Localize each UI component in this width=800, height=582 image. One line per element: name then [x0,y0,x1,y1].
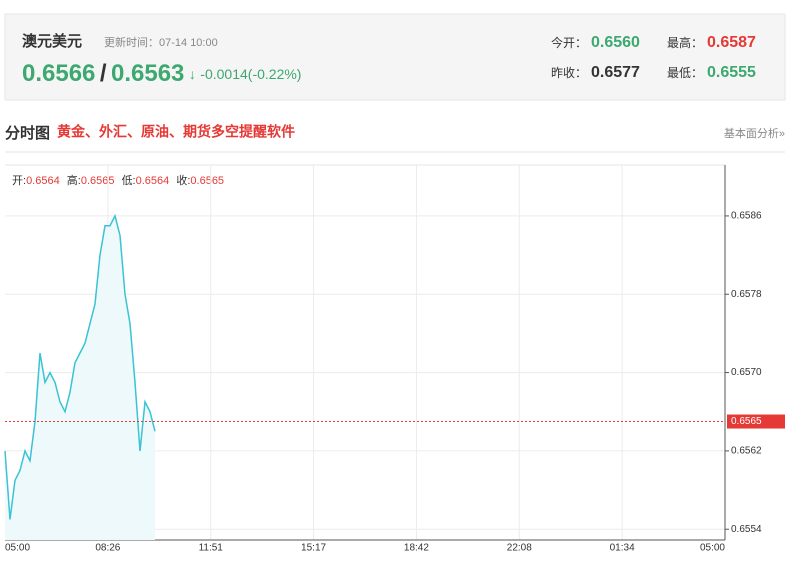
pair-title: 澳元美元 [22,32,82,50]
separator: / [100,60,107,87]
x-tick-label: 05:00 [5,543,30,554]
ohlc-strip: 开:0.6564 高:0.6565 低:0.6564 收:0.6565 [12,173,224,187]
x-tick-label: 08:26 [95,543,120,554]
analysis-link[interactable]: 基本面分析» [724,126,785,140]
x-tick-label: 22:08 [507,543,532,554]
ohlc-value: 0.6565 [190,175,224,187]
stat-value: 0.6587 [707,34,756,51]
last-price-label: 0.6565 [731,416,762,427]
x-tick-label: 01:34 [610,543,635,554]
last-price-box [727,414,785,429]
x-tick-label: 15:17 [301,543,326,554]
promo-link[interactable]: 黄金、外汇、原油、期货多空提醒软件 [57,124,295,140]
ohlc-label: 开: [12,175,26,187]
x-tick-label: 05:00 [700,543,725,554]
y-tick-label: 0.6586 [731,211,762,222]
stat-label: 昨收： [551,66,587,80]
price-bid: 0.6566 [22,60,95,87]
stat-value: 0.6577 [591,64,640,81]
ohlc-label: 高: [67,173,81,187]
y-tick-label: 0.6578 [731,289,762,300]
y-tick-label: 0.6562 [731,446,762,457]
price-ask: 0.6563 [111,60,184,87]
ohlc-label: 收: [176,173,190,187]
ohlc-value: 0.6564 [136,175,170,187]
arrow: ↓ [189,66,196,82]
stat-label: 最低： [667,66,703,80]
x-tick-label: 11:51 [199,543,224,554]
ohlc-value: 0.6564 [26,175,60,187]
price-line [4,213,156,520]
y-tick-label: 0.6554 [731,524,762,535]
quote-panel [4,13,786,101]
y-tick-label: 0.6570 [731,367,762,378]
stat-value: 0.6560 [591,34,640,51]
ohlc-label: 低: [122,174,136,187]
price-area [5,215,155,540]
ohlc-value: 0.6565 [81,175,115,187]
change: -0.0014(-0.22%) [200,66,301,82]
update-time: 更新时间：07-14 10:00 [104,35,218,49]
stat-value: 0.6555 [707,64,756,81]
price-line: 0.6566 / 0.6563 ↓ -0.0014(-0.22%) [22,60,301,87]
stat-label: 最高： [667,35,703,50]
section-title: 分时图 [5,125,50,142]
x-tick-label: 18:42 [404,543,429,554]
stat-label: 今开： [551,35,587,50]
